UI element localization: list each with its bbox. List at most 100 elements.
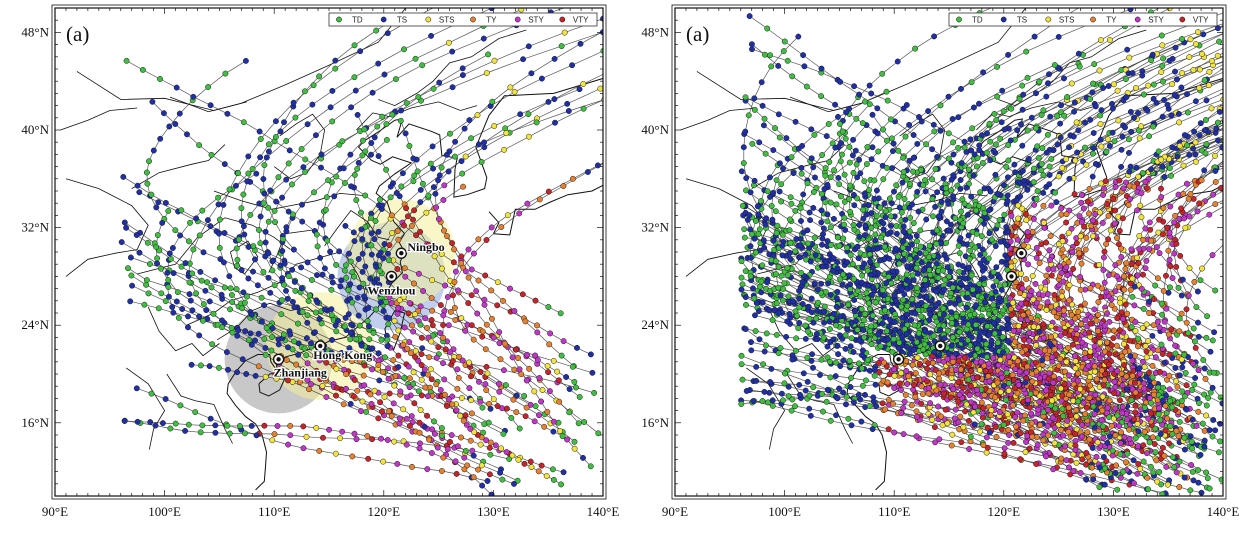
- track-point-td: [792, 248, 799, 255]
- track-point-vty: [405, 310, 412, 317]
- border-line: [166, 373, 233, 444]
- track-point-td: [431, 418, 437, 425]
- track-point-td: [314, 243, 321, 250]
- track-point-vty: [412, 353, 418, 360]
- track-point-td: [236, 423, 243, 429]
- track-point-ts: [1172, 68, 1178, 75]
- city-marker-dot: [389, 274, 394, 279]
- track-point-ts: [221, 230, 228, 236]
- track-point-vty: [1110, 335, 1117, 342]
- track-point-vty: [494, 302, 501, 309]
- track-point-td: [234, 256, 241, 263]
- track-point-ts: [800, 370, 807, 377]
- track-point-td: [868, 224, 875, 231]
- track-point-td: [241, 299, 248, 306]
- track-point-sts: [423, 209, 430, 216]
- track-point-sty: [470, 250, 477, 257]
- track-point-sts: [438, 265, 445, 272]
- track-point-vty: [435, 344, 442, 351]
- track-point-ts: [244, 178, 251, 185]
- track-point-sty: [452, 458, 459, 465]
- track-point-td: [755, 231, 762, 238]
- track-point-vty: [924, 378, 930, 385]
- track-point-sts: [462, 153, 469, 160]
- track-point-td: [550, 476, 557, 483]
- track-point-sts: [1190, 67, 1197, 73]
- border-line: [324, 209, 390, 247]
- track-point-vty: [425, 241, 432, 248]
- track-point-td: [1217, 438, 1223, 445]
- track-point-td: [227, 306, 233, 313]
- track-point-ty: [429, 307, 436, 314]
- track-point-td: [1140, 305, 1147, 312]
- track-point-ts: [808, 126, 815, 133]
- track-point-vty: [350, 393, 357, 400]
- track-point-sty: [1206, 211, 1213, 218]
- track-point-td: [204, 279, 211, 286]
- track-point-td: [139, 66, 146, 73]
- track-point-ts: [238, 267, 245, 274]
- track-point-vty: [521, 460, 528, 467]
- track-point-sty: [1026, 329, 1033, 336]
- track-point-td: [165, 208, 172, 214]
- track-point-ts: [925, 108, 932, 115]
- track-point-vty: [479, 333, 486, 340]
- track-point-sts: [528, 464, 535, 471]
- track-point-ts: [1054, 141, 1061, 148]
- track-point-td: [1155, 148, 1162, 155]
- track-point-td: [1189, 445, 1196, 452]
- track-point-ts: [1046, 172, 1053, 178]
- track-point-ts: [1130, 457, 1137, 464]
- track-point-ty: [349, 358, 355, 365]
- track-point-ts: [900, 223, 907, 230]
- track-point-sty: [415, 358, 422, 364]
- track-point-ts: [770, 147, 777, 154]
- track-point-td: [1152, 425, 1159, 432]
- track-point-td: [910, 220, 917, 227]
- track-point-ts: [329, 87, 336, 94]
- track-point-ts: [976, 142, 983, 149]
- track-point-td: [1140, 458, 1147, 465]
- track-point-sty: [274, 423, 281, 429]
- track-point-td: [177, 402, 184, 409]
- track-point-ts: [386, 315, 393, 322]
- track-point-td: [955, 242, 962, 249]
- track-point-td: [360, 280, 367, 287]
- track-point-ts: [1089, 173, 1096, 180]
- track-point-td: [275, 174, 282, 181]
- track-point-sty: [1041, 224, 1048, 231]
- track-point-td: [345, 287, 352, 294]
- track-point-sts: [483, 70, 490, 76]
- track-point-ts: [866, 82, 873, 89]
- track-point-td: [566, 409, 573, 416]
- track-point-td: [1191, 338, 1198, 345]
- track-point-sts: [518, 8, 525, 13]
- track-point-ts: [940, 175, 947, 182]
- track-point-ts: [308, 340, 314, 347]
- track-point-sty: [536, 412, 542, 419]
- track-point-sts: [1110, 81, 1117, 88]
- track-point-td: [356, 322, 363, 329]
- track-point-sts: [597, 85, 603, 92]
- track-point-td: [292, 287, 299, 294]
- track-point-sty: [538, 398, 545, 405]
- track-point-ts: [170, 309, 177, 316]
- track-point-td: [1097, 112, 1104, 119]
- legend-label-ts: TS: [397, 16, 407, 25]
- track-point-ty: [1055, 362, 1062, 369]
- track-point-td: [849, 261, 856, 268]
- track-point-td: [781, 38, 788, 45]
- track-point-ty: [394, 228, 401, 235]
- track-point-td: [419, 62, 426, 69]
- track-point-ts: [1234, 137, 1239, 142]
- track-point-vty: [1033, 461, 1040, 467]
- track-point-td: [187, 219, 193, 226]
- track-point-sty: [433, 354, 440, 361]
- track-point-ty: [541, 423, 548, 430]
- track-point-td: [845, 415, 852, 422]
- track-point-sts: [1040, 219, 1047, 226]
- track-point-ts: [957, 177, 964, 183]
- track-point-ts: [851, 83, 858, 90]
- track-point-td: [359, 152, 366, 159]
- track-point-vty: [379, 408, 385, 415]
